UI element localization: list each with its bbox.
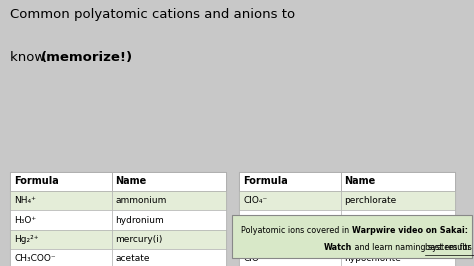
- Bar: [10, 230, 112, 249]
- Text: CH₃COO⁻: CH₃COO⁻: [14, 255, 56, 263]
- Text: ammonium: ammonium: [116, 196, 167, 205]
- Bar: [341, 210, 455, 230]
- Bar: [112, 191, 226, 210]
- Text: ClO₃⁻: ClO₃⁻: [243, 216, 267, 225]
- Bar: [341, 191, 455, 210]
- Bar: [239, 172, 341, 191]
- Bar: [239, 249, 341, 266]
- Text: chlorate: chlorate: [345, 216, 382, 225]
- Bar: [10, 191, 112, 210]
- Text: ClO₂⁻: ClO₂⁻: [243, 235, 267, 244]
- Text: ClO⁻: ClO⁻: [243, 255, 264, 263]
- Text: Name: Name: [345, 176, 376, 186]
- Text: Hg₂²⁺: Hg₂²⁺: [14, 235, 39, 244]
- Bar: [232, 215, 472, 258]
- Bar: [10, 172, 112, 191]
- Text: Formula: Formula: [14, 176, 59, 186]
- Text: hypochlorite: hypochlorite: [345, 255, 401, 263]
- Text: chlorite: chlorite: [345, 235, 379, 244]
- Bar: [341, 172, 455, 191]
- Text: NH₄⁺: NH₄⁺: [14, 196, 36, 205]
- Text: Name: Name: [116, 176, 147, 186]
- Bar: [112, 172, 226, 191]
- Bar: [341, 249, 455, 266]
- Bar: [239, 230, 341, 249]
- Text: Warpwire video on Sakai:: Warpwire video on Sakai:: [352, 226, 468, 235]
- Bar: [112, 210, 226, 230]
- Text: best results: best results: [425, 243, 472, 252]
- Text: know: know: [10, 51, 50, 64]
- Text: ClO₄⁻: ClO₄⁻: [243, 196, 267, 205]
- Text: acetate: acetate: [116, 255, 150, 263]
- Text: mercury(i): mercury(i): [116, 235, 163, 244]
- Bar: [112, 249, 226, 266]
- Text: Watch: Watch: [324, 243, 352, 252]
- Text: H₃O⁺: H₃O⁺: [14, 216, 36, 225]
- Text: Formula: Formula: [243, 176, 288, 186]
- Bar: [10, 249, 112, 266]
- Bar: [341, 230, 455, 249]
- Bar: [239, 210, 341, 230]
- Bar: [112, 230, 226, 249]
- Text: and learn naming system for: and learn naming system for: [352, 243, 474, 252]
- Bar: [10, 172, 226, 266]
- Text: hydronium: hydronium: [116, 216, 164, 225]
- Bar: [239, 191, 341, 210]
- Text: perchlorate: perchlorate: [345, 196, 397, 205]
- Text: (memorize!): (memorize!): [41, 51, 133, 64]
- Bar: [10, 210, 112, 230]
- Text: Common polyatomic cations and anions to: Common polyatomic cations and anions to: [10, 8, 296, 21]
- Text: Polyatomic ions covered in: Polyatomic ions covered in: [241, 226, 352, 235]
- Bar: [239, 172, 455, 266]
